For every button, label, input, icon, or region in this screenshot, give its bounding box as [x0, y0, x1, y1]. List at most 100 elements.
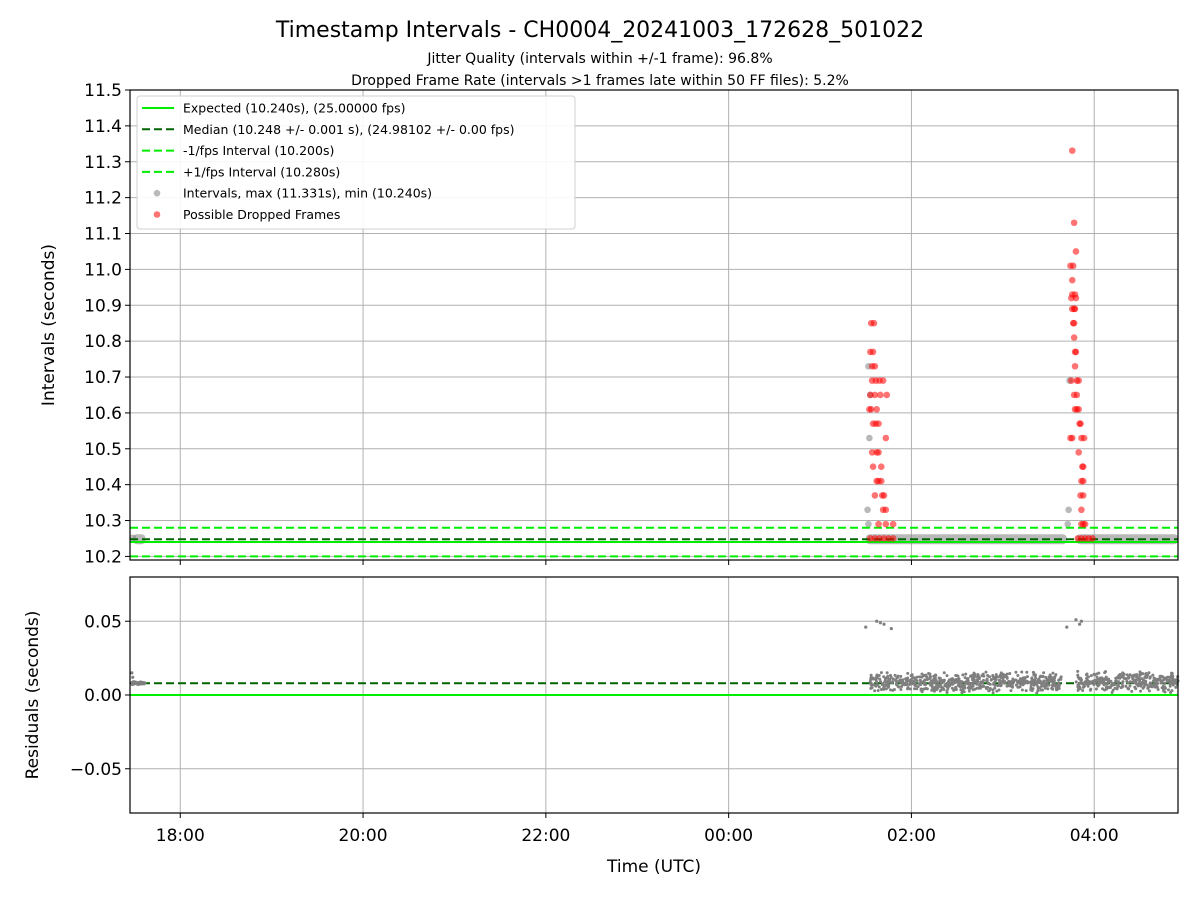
- residual-point: [1106, 677, 1110, 681]
- residual-point: [1168, 684, 1172, 688]
- residual-point: [893, 673, 897, 677]
- residual-point: [1076, 669, 1080, 673]
- legend-label: Expected (10.240s), (25.00000 fps): [183, 101, 405, 116]
- residual-point: [864, 625, 868, 629]
- dropped-frame-subtitle: Dropped Frame Rate (intervals >1 frames …: [351, 73, 849, 89]
- dropped-frame-point: [1071, 362, 1079, 370]
- residual-point: [963, 684, 967, 688]
- residual-point: [1044, 684, 1048, 688]
- residual-point: [889, 627, 893, 631]
- residual-point: [1030, 676, 1034, 680]
- residual-point: [971, 682, 975, 686]
- residual-point: [1108, 686, 1112, 690]
- residual-point: [1151, 673, 1155, 677]
- residual-point: [899, 688, 903, 692]
- intervals-y-axis-label: Intervals (seconds): [39, 244, 59, 406]
- residual-point: [1103, 671, 1107, 675]
- residual-point: [1121, 680, 1125, 684]
- residual-point: [869, 683, 873, 687]
- residual-point: [924, 673, 928, 677]
- residual-point: [1093, 673, 1097, 677]
- y-tick-label: 10.4: [84, 476, 122, 496]
- y-tick-label: 0.00: [84, 686, 122, 706]
- residual-point: [1130, 689, 1134, 693]
- residual-point: [1011, 677, 1015, 681]
- dropped-frame-point: [1072, 348, 1080, 356]
- residual-point: [1042, 671, 1046, 675]
- dropped-frame-point: [889, 520, 897, 528]
- residual-point: [1163, 685, 1167, 689]
- residual-point: [984, 670, 988, 674]
- residual-point: [1014, 683, 1018, 687]
- residual-point: [897, 679, 901, 683]
- dropped-frame-point: [1072, 294, 1080, 302]
- residuals-plot: −0.05 0.00 0.05 18:00 20:00 22:00 00:00 02:00 0…: [23, 576, 1180, 877]
- residual-point: [975, 686, 979, 690]
- legend-box: [136, 95, 576, 230]
- dropped-frame-point: [869, 348, 877, 356]
- dropped-frame-point: [1081, 520, 1089, 528]
- residual-point: [1135, 673, 1139, 677]
- residual-point: [933, 673, 937, 677]
- dropped-frame-point: [867, 535, 874, 542]
- residual-point: [918, 675, 922, 679]
- residual-point: [1036, 689, 1040, 693]
- residual-point: [964, 672, 968, 676]
- residual-point: [923, 678, 927, 682]
- residuals-points: [130, 618, 1084, 684]
- y-tick-label: 10.8: [84, 332, 122, 352]
- residual-point: [1159, 681, 1163, 685]
- legend-label: -1/fps Interval (10.200s): [183, 143, 334, 158]
- residual-point: [1027, 680, 1031, 684]
- residual-point: [952, 688, 956, 692]
- residual-point: [884, 687, 888, 691]
- residual-point: [1065, 625, 1069, 629]
- residual-point: [1014, 670, 1018, 674]
- residual-point: [1110, 683, 1114, 687]
- residual-point: [923, 681, 927, 685]
- residual-point: [999, 671, 1003, 675]
- residual-point: [1164, 676, 1168, 680]
- residual-point: [1166, 678, 1170, 682]
- residual-point: [910, 673, 914, 677]
- jitter-quality-subtitle: Jitter Quality (intervals within +/-1 fr…: [426, 51, 772, 67]
- residual-point: [1054, 673, 1058, 677]
- residual-point: [1016, 685, 1020, 689]
- residual-point: [947, 679, 951, 683]
- residual-point: [877, 685, 881, 689]
- residual-point: [1046, 687, 1050, 691]
- residual-point: [1100, 676, 1104, 680]
- dropped-frame-point: [1079, 492, 1087, 499]
- residual-point: [939, 688, 943, 692]
- dropped-frame-point: [1079, 463, 1086, 471]
- residual-point: [900, 684, 904, 688]
- residual-point: [892, 687, 896, 691]
- residual-point: [999, 676, 1003, 680]
- dropped-frame-point: [867, 406, 875, 413]
- residual-point: [972, 671, 976, 675]
- residual-point: [970, 685, 974, 689]
- residual-point: [1170, 673, 1174, 677]
- residual-point: [877, 674, 881, 678]
- residual-point: [895, 682, 899, 686]
- residual-point: [879, 671, 883, 675]
- dropped-frame-point: [882, 506, 890, 514]
- residual-point: [1023, 676, 1027, 680]
- residual-point: [1114, 676, 1118, 680]
- residual-point: [945, 690, 949, 694]
- x-tick-label: 22:00: [521, 826, 570, 846]
- residual-point: [1076, 688, 1080, 692]
- residual-point: [1134, 678, 1138, 682]
- residual-point: [910, 682, 914, 686]
- residuals-reference-lines: [130, 682, 1178, 696]
- residual-point: [1074, 618, 1078, 622]
- residual-point: [1140, 682, 1144, 686]
- residual-point: [967, 681, 971, 685]
- dropped-frame-point: [867, 391, 874, 399]
- residual-point: [1045, 679, 1049, 683]
- residual-point: [1101, 681, 1105, 685]
- residual-point: [1043, 686, 1047, 690]
- residual-point: [1126, 686, 1130, 690]
- residual-point: [897, 685, 901, 689]
- residual-point: [994, 673, 998, 677]
